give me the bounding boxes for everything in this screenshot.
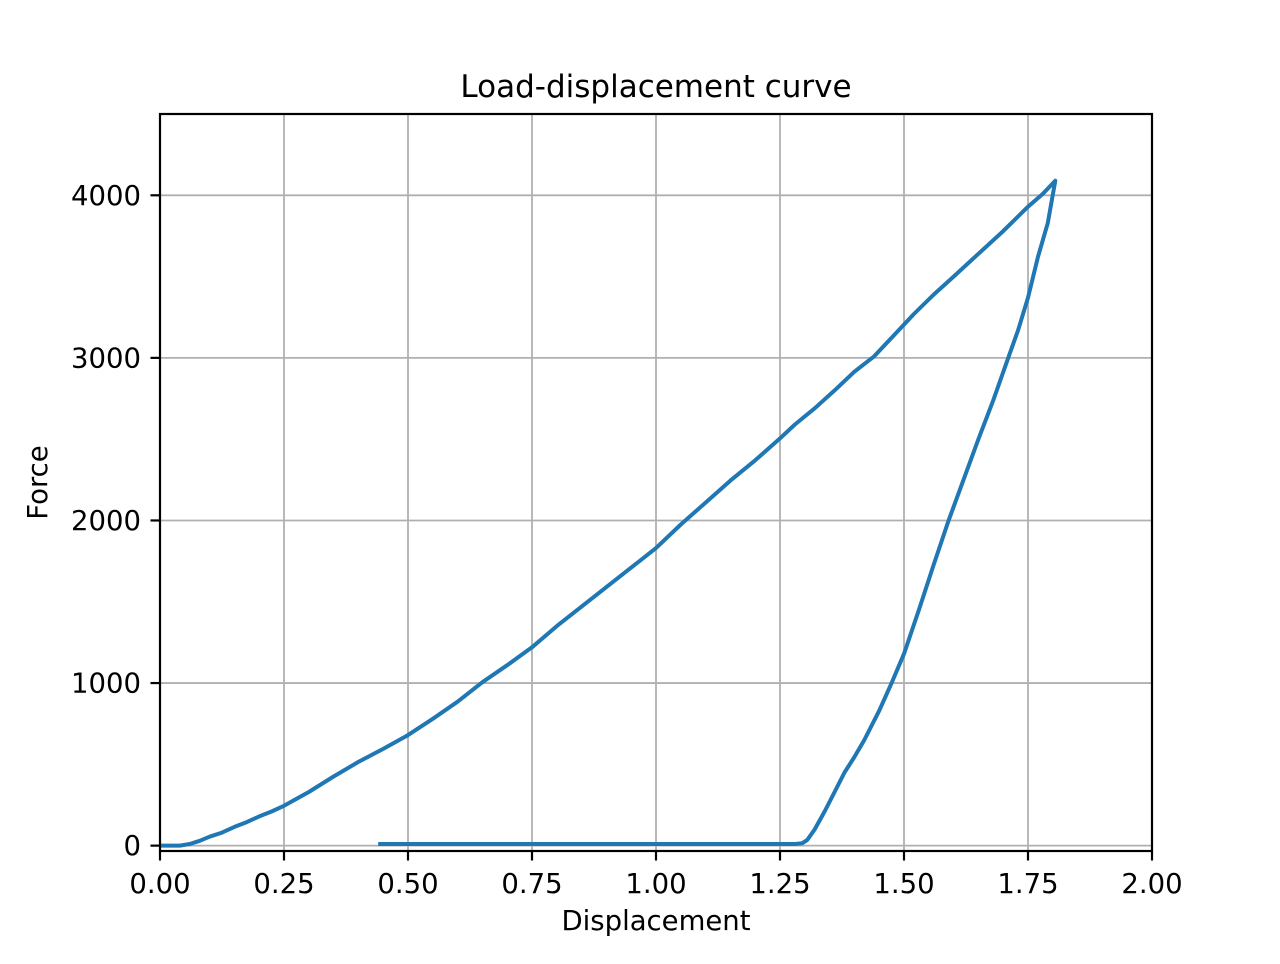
x-tick-label: 2.00 <box>1121 868 1182 900</box>
series-layer <box>160 178 1058 848</box>
x-tick-label: 0.25 <box>253 868 314 900</box>
x-tick-label: 0.75 <box>501 868 562 900</box>
x-tick-label: 1.50 <box>873 868 934 900</box>
x-tick-label: 0.00 <box>129 868 190 900</box>
grid-layer <box>159 114 1153 851</box>
y-tick-label: 2000 <box>71 505 141 537</box>
x-tick-label: 1.00 <box>625 868 686 900</box>
x-tick-label: 1.25 <box>749 868 810 900</box>
y-tick-label: 4000 <box>71 180 141 212</box>
x-axis-label: Displacement <box>561 905 750 937</box>
y-tick-label: 0 <box>124 830 142 862</box>
y-tick-label: 3000 <box>71 342 141 374</box>
chart-title: Load-displacement curve <box>460 69 851 105</box>
axis-layer: 0.00 0.25 0.50 0.75 1.00 1.25 1.50 1.75 2.00 0 100… <box>71 112 1183 900</box>
y-tick-label: 1000 <box>71 668 141 700</box>
curve-load-unload-curve <box>160 178 1058 848</box>
y-axis-label: Force <box>22 445 54 519</box>
x-tick-label: 1.75 <box>997 868 1058 900</box>
x-tick-label: 0.50 <box>377 868 438 900</box>
